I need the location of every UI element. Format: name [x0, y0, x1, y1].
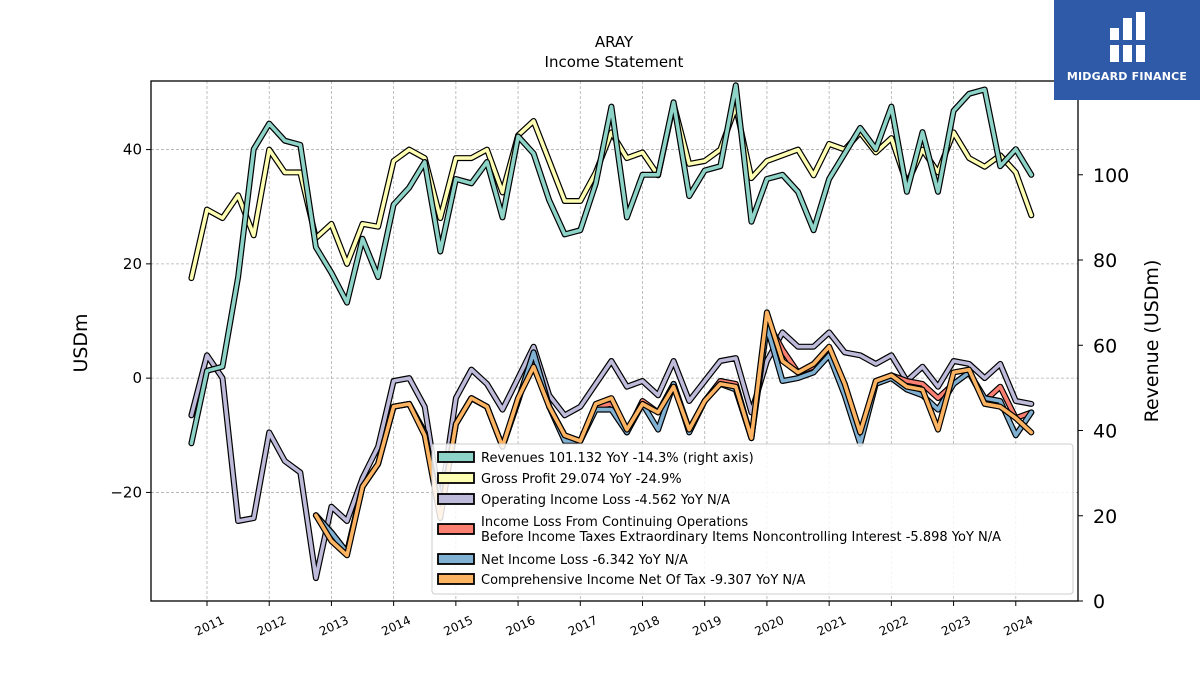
x-tick-label: 2016	[504, 613, 538, 639]
x-tick-label: 2020	[753, 613, 787, 639]
right-tick-label: 20	[1093, 506, 1117, 528]
legend-label: Gross Profit 29.074 YoY -24.9%	[481, 472, 682, 487]
left-tick-label: 40	[123, 141, 142, 159]
legend-swatch	[437, 573, 475, 585]
left-tick-label: −20	[110, 483, 142, 501]
x-tick-label: 2022	[877, 613, 911, 639]
legend-label: Revenues 101.132 YoY -14.3% (right axis)	[481, 451, 754, 466]
right-axis: 0 20 40 60 80 100	[1078, 165, 1129, 613]
x-tick-label: 2021	[815, 613, 849, 639]
x-tick-label: 2014	[379, 613, 413, 639]
left-tick-label: 0	[132, 369, 142, 387]
x-tick-label: 2013	[317, 613, 351, 639]
x-tick-label: 2018	[628, 613, 662, 639]
right-tick-label: 80	[1093, 250, 1117, 272]
logo-mark-icon	[1110, 12, 1145, 62]
chart-title: ARAY	[595, 33, 634, 51]
right-tick-label: 100	[1093, 165, 1129, 187]
x-tick-label: 2023	[939, 613, 973, 639]
legend-swatch	[437, 472, 475, 484]
right-tick-label: 40	[1093, 421, 1117, 443]
legend-box	[431, 443, 1074, 595]
right-tick-label: 60	[1093, 335, 1117, 357]
left-tick-label: 20	[123, 255, 142, 273]
plot-frame	[150, 80, 1079, 602]
x-axis: 2011 2012 2013 2014 2015 2016 2017 2018 2019 2020…	[193, 601, 1035, 639]
series-line-gross-profit	[189, 102, 1034, 280]
legend-swatch	[437, 523, 475, 535]
x-tick-label: 2017	[566, 613, 600, 639]
legend-label: Comprehensive Income Net Of Tax -9.307 Y…	[481, 573, 806, 588]
legend-swatch	[437, 493, 475, 505]
chart-subtitle: Income Statement	[545, 53, 684, 71]
left-axis: −20 0 20 40	[110, 141, 151, 501]
series-line-operating-income-loss	[189, 330, 1034, 580]
x-tick-label: 2011	[193, 613, 227, 639]
legend-label: Income Loss From Continuing Operations	[481, 515, 748, 530]
x-tick-label: 2024	[1001, 613, 1035, 639]
series-line-revenues	[189, 83, 1034, 446]
legend: Revenues 101.132 YoY -14.3% (right axis)…	[431, 443, 1074, 595]
legend-label: Operating Income Loss -4.562 YoY N/A	[481, 493, 730, 508]
brand-name: MIDGARD FINANCE	[1066, 70, 1188, 83]
brand-logo: MIDGARD FINANCE	[1054, 0, 1200, 100]
x-tick-label: 2012	[255, 613, 289, 639]
right-axis-label: Revenue (USDm)	[1141, 260, 1163, 423]
legend-label: Before Income Taxes Extraordinary Items …	[481, 530, 1001, 545]
legend-label: Net Income Loss -6.342 YoY N/A	[481, 553, 688, 568]
x-tick-label: 2019	[690, 613, 724, 639]
legend-swatch	[437, 553, 475, 565]
right-tick-label: 0	[1093, 591, 1105, 613]
x-tick-label: 2015	[442, 613, 476, 639]
left-axis-label: USDm	[70, 313, 92, 372]
legend-swatch	[437, 451, 475, 463]
